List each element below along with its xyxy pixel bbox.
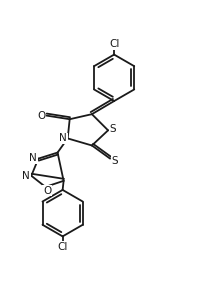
Text: N: N [59, 133, 67, 143]
Text: Cl: Cl [57, 242, 68, 252]
Text: O: O [43, 186, 51, 196]
Text: S: S [109, 124, 116, 134]
Text: Cl: Cl [109, 39, 119, 49]
Text: N: N [29, 153, 37, 163]
Text: N: N [22, 171, 30, 181]
Text: S: S [112, 156, 118, 165]
Text: O: O [37, 111, 45, 121]
